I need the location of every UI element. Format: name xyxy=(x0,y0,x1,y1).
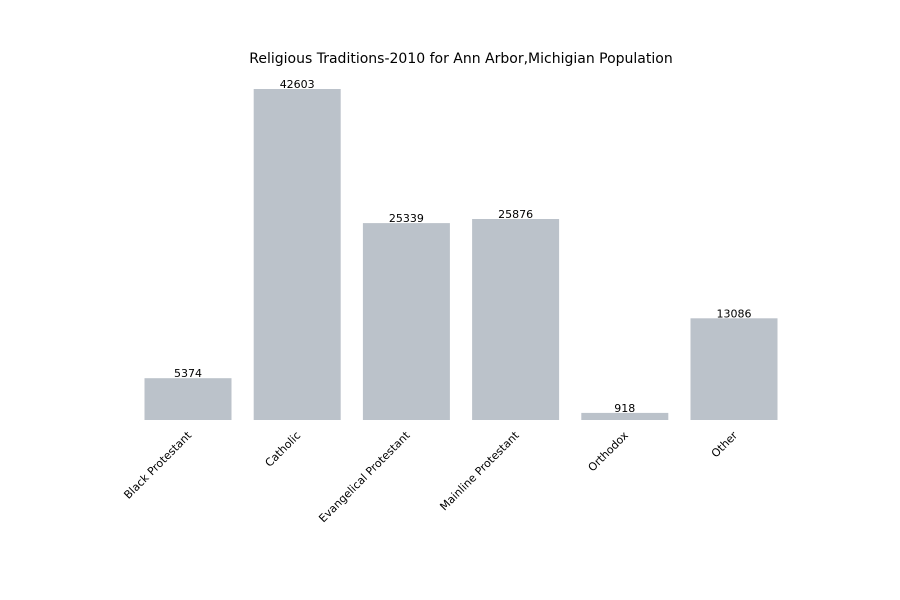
data-labels-layer: 5374 42603 25339 25876 918 13086 xyxy=(174,78,752,415)
bar-evangelical-protestant xyxy=(362,223,450,420)
bar-mainline-protestant xyxy=(472,219,560,420)
chart-title: Religious Traditions-2010 for Ann Arbor,… xyxy=(249,51,673,67)
data-label: 13086 xyxy=(717,307,752,320)
x-tick-label: Evangelical Protestant xyxy=(316,428,413,525)
data-label: 5374 xyxy=(174,367,202,380)
data-label: 25876 xyxy=(498,208,533,221)
x-tick-label: Mainline Protestant xyxy=(437,428,522,513)
x-tick-labels-layer: Black Protestant Catholic Evangelical Prot… xyxy=(121,428,740,525)
data-label: 42603 xyxy=(280,78,315,91)
bar-catholic xyxy=(253,89,341,420)
x-tick-label: Black Protestant xyxy=(121,428,194,501)
data-label: 918 xyxy=(614,402,635,415)
data-label: 25339 xyxy=(389,212,424,225)
bar-orthodox xyxy=(581,412,669,420)
bar-black-protestant xyxy=(144,378,232,420)
bars-layer xyxy=(144,89,778,420)
bar-other xyxy=(690,318,778,420)
x-tick-label: Orthodox xyxy=(586,429,632,475)
x-tick-label: Catholic xyxy=(263,429,304,470)
x-tick-label: Other xyxy=(709,429,741,461)
